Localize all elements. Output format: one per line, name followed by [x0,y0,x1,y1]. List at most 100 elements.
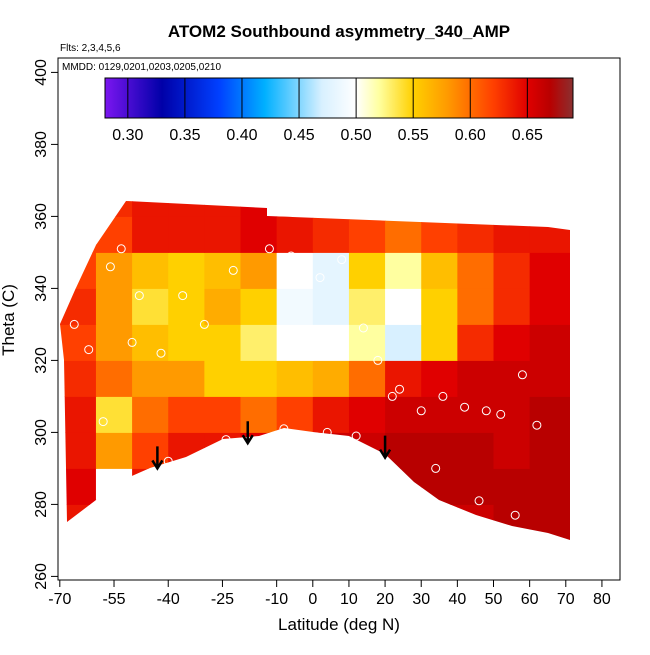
heat-cell [168,360,205,397]
heat-cell [240,396,278,433]
observation-point [98,417,108,427]
heat-cell [348,468,386,505]
heat-cell [493,288,531,325]
heat-cell [529,324,570,361]
heat-cell [168,396,205,433]
x-tick-label: -10 [265,591,288,608]
heat-cell [240,360,278,397]
heat-cell [60,360,97,397]
observation-point [431,463,441,473]
observation-point [481,406,491,416]
heat-cell [421,468,458,505]
observation-point [116,244,126,254]
heat-cell [421,504,458,540]
x-tick-label: 10 [340,591,358,608]
observation-point [351,431,361,441]
colorbar-tick-label: 0.35 [169,127,200,144]
heat-cell [493,216,531,253]
heat-cell [132,252,169,289]
heat-cell [421,216,458,253]
observation-point [517,370,527,380]
heat-cell [276,252,314,289]
heat-cell [312,504,350,540]
heat-cell [385,201,422,217]
observation-point [156,348,166,358]
heat-cell [457,324,495,361]
heat-cell [529,396,570,433]
heat-cell [493,468,531,505]
plot-frame [57,57,621,581]
heat-cell [421,288,458,325]
observation-point [510,510,520,520]
observation-point [496,409,506,419]
heat-cell [348,201,386,217]
x-tick-label: 80 [593,591,611,608]
heat-cell [168,201,205,217]
observation-point [387,391,397,401]
heat-cell [95,216,133,253]
heat-cell [204,201,242,217]
heat-cell [95,360,133,397]
heat-cell [276,324,314,361]
heat-cell [493,432,531,469]
heat-cell [493,324,531,361]
heat-cell [204,324,242,361]
observation-point [279,424,289,434]
observation-point [315,273,325,283]
heat-cell [348,324,386,361]
heat-cell [312,396,350,433]
y-tick-label: 400 [33,59,50,86]
x-tick-label: 20 [376,591,394,608]
heat-cell [529,216,570,253]
heat-cell [385,324,422,361]
observation-point [532,420,542,430]
heat-cell [132,432,169,469]
x-tick-label: -55 [102,591,125,608]
heat-cell [240,504,278,540]
observation-point [373,355,383,365]
heat-cell [348,504,386,540]
heat-cell [132,288,169,325]
heat-cell [95,252,133,289]
heat-cell [529,252,570,289]
chart-title: ATOM2 Southbound asymmetry_340_AMP [168,22,510,41]
observation-point [286,251,296,261]
heat-cell [168,432,205,469]
heat-cell [529,201,570,217]
heat-cell [60,432,97,469]
heat-cell [348,216,386,253]
observation-point [228,265,238,275]
heat-cell [385,252,422,289]
heat-cell [95,468,133,505]
heat-cell [168,252,205,289]
heat-cell [95,201,133,217]
observation-point [358,323,368,333]
x-tick-label: 0 [308,591,317,608]
heat-cell [457,201,495,217]
x-tick-label: 70 [557,591,575,608]
heat-cell [204,288,242,325]
heat-cell [385,468,422,505]
observation-point [84,345,94,355]
heat-cell [204,468,242,505]
heat-cell [529,360,570,397]
heat-cell [276,432,314,469]
heat-cell [60,324,97,361]
observation-point [438,391,448,401]
observation-point [127,337,137,347]
observation-point [105,262,115,272]
heat-cell [95,288,133,325]
heat-cell [348,396,386,433]
observation-point [460,402,470,412]
heat-cell [276,504,314,540]
annotation: MMDD: 0129,0201,0203,0205,0210 [62,62,221,73]
heat-cell [95,432,133,469]
heat-cell [60,504,97,540]
heat-cell [348,288,386,325]
heat-cell [312,360,350,397]
colorbar-tick-label: 0.55 [398,127,429,144]
heat-cell [240,201,278,217]
heat-cell [276,216,314,253]
heat-cell [204,396,242,433]
heat-cell [312,201,350,217]
